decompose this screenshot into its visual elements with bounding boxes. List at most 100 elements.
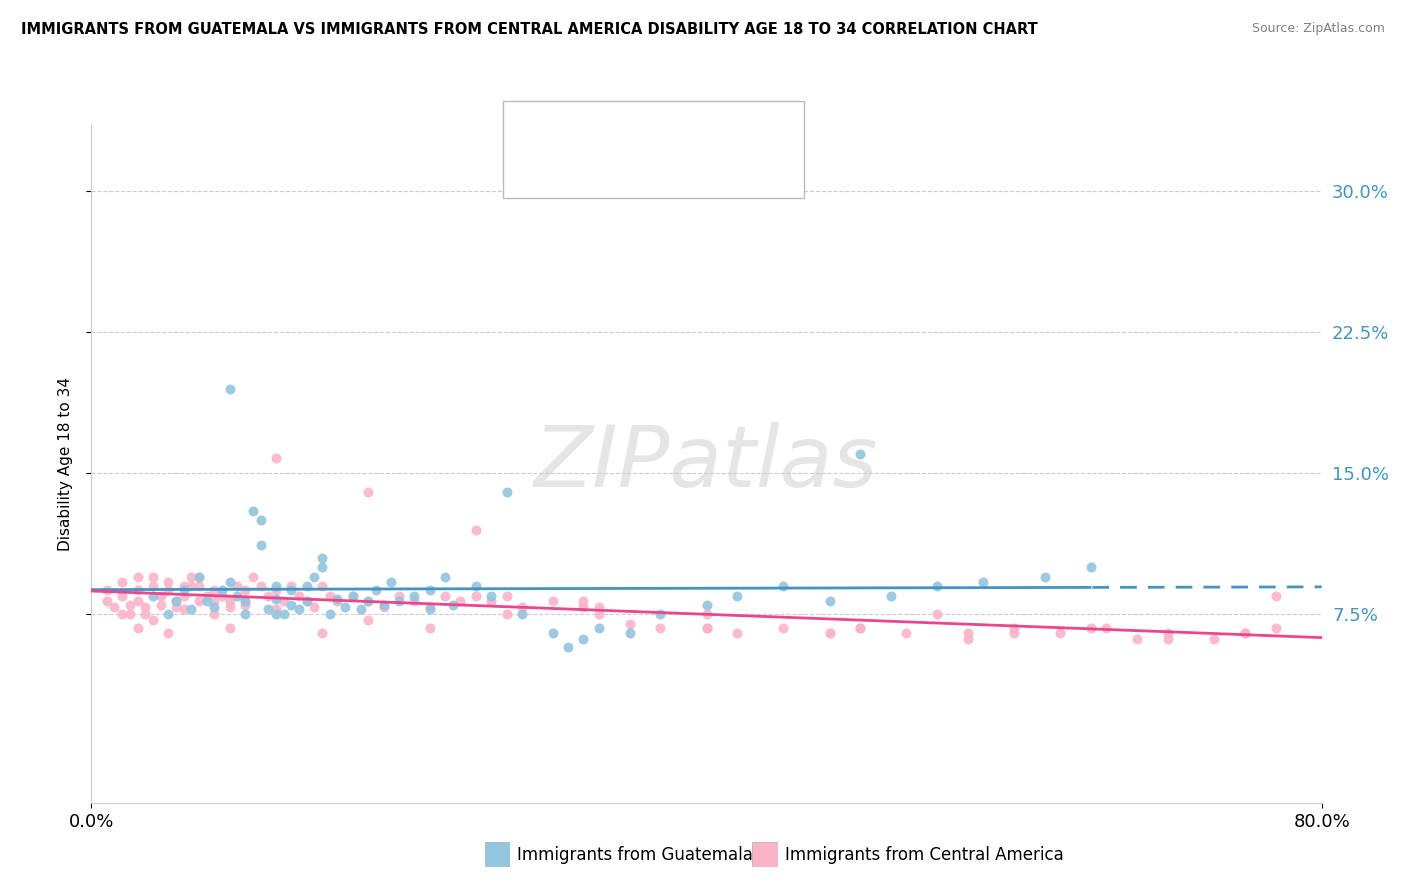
Point (165, 594, 187, 608)
Point (404, 589, 426, 603)
Point (202, 607, 225, 622)
Point (696, 598, 718, 612)
Point (349, 602, 371, 616)
Point (495, 589, 517, 603)
Point (157, 626, 180, 640)
Point (464, 589, 486, 603)
Point (103, 599, 125, 614)
Point (195, 589, 218, 603)
Point (134, 599, 156, 614)
Point (280, 582, 302, 597)
Point (142, 570, 165, 584)
Point (111, 589, 134, 603)
Point (557, 640, 579, 654)
Point (588, 607, 610, 622)
Point (818, 626, 841, 640)
Point (233, 594, 256, 608)
Point (1080, 560, 1102, 574)
Point (357, 485, 380, 500)
Point (927, 579, 949, 593)
Point (479, 594, 502, 608)
Point (218, 382, 240, 396)
Point (1126, 632, 1149, 646)
Point (772, 579, 794, 593)
Point (249, 513, 271, 527)
Point (419, 602, 441, 616)
Point (1264, 621, 1286, 635)
Point (226, 579, 249, 593)
Point (772, 621, 794, 635)
Point (280, 598, 302, 612)
Point (725, 626, 748, 640)
Point (333, 599, 356, 614)
Point (127, 570, 149, 584)
Point (264, 451, 287, 466)
Text: Immigrants from Central America: Immigrants from Central America (785, 846, 1063, 863)
Point (818, 594, 841, 608)
Point (364, 582, 387, 597)
Point (96, 594, 118, 608)
Point (311, 579, 333, 593)
Point (180, 570, 202, 584)
Point (1157, 626, 1180, 640)
Point (202, 594, 225, 608)
Point (572, 594, 595, 608)
Point (118, 607, 141, 622)
Point (326, 592, 349, 607)
Point (180, 579, 202, 593)
Point (588, 621, 610, 635)
Point (619, 626, 641, 640)
Point (257, 602, 280, 616)
Point (188, 579, 211, 593)
Point (1033, 570, 1056, 584)
Point (233, 598, 256, 612)
Point (249, 579, 271, 593)
Point (927, 607, 949, 622)
Point (972, 575, 994, 590)
Point (896, 626, 918, 640)
Point (195, 594, 218, 608)
Point (264, 582, 287, 597)
Point (849, 447, 872, 461)
Point (202, 599, 225, 614)
Bar (517, 115, 548, 144)
Point (304, 599, 326, 614)
Point (419, 621, 441, 635)
Point (572, 632, 595, 646)
Point (326, 594, 349, 608)
Point (165, 599, 187, 614)
Point (304, 570, 326, 584)
Point (127, 582, 149, 597)
Point (218, 599, 240, 614)
Point (1264, 589, 1286, 603)
Point (157, 607, 180, 622)
Point (280, 579, 302, 593)
Point (188, 570, 211, 584)
Point (157, 582, 180, 597)
Point (288, 602, 311, 616)
Point (295, 579, 318, 593)
Point (233, 594, 256, 608)
Point (388, 594, 411, 608)
Point (173, 602, 195, 616)
Point (295, 594, 318, 608)
Point (1002, 621, 1025, 635)
Point (849, 621, 872, 635)
Point (264, 579, 287, 593)
Point (342, 589, 364, 603)
Point (696, 621, 718, 635)
Point (273, 607, 295, 622)
Point (449, 594, 471, 608)
Point (495, 607, 517, 622)
Point (1202, 632, 1225, 646)
Point (650, 621, 672, 635)
Point (357, 594, 380, 608)
Y-axis label: Disability Age 18 to 34: Disability Age 18 to 34 (58, 376, 73, 551)
Point (441, 598, 464, 612)
Point (373, 598, 395, 612)
Point (142, 613, 165, 627)
Point (541, 626, 564, 640)
Point (242, 504, 264, 518)
Point (588, 599, 610, 614)
Point (1157, 632, 1180, 646)
